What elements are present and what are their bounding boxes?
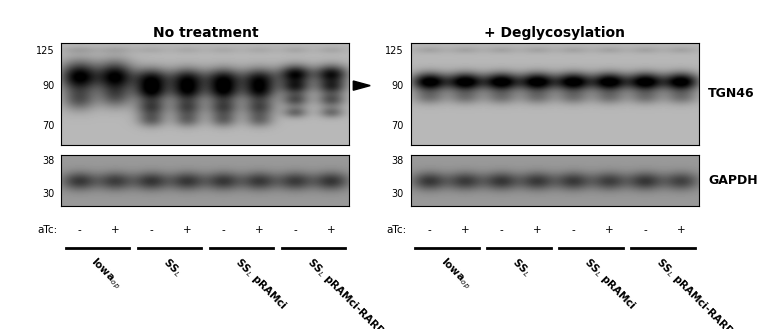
Text: 38: 38 bbox=[392, 156, 404, 166]
Text: 30: 30 bbox=[42, 190, 55, 199]
Text: +: + bbox=[111, 225, 120, 235]
Text: SS$_L$: SS$_L$ bbox=[160, 255, 184, 279]
Text: Iowa$_{op}$: Iowa$_{op}$ bbox=[88, 255, 124, 292]
Text: 125: 125 bbox=[35, 46, 55, 56]
Text: -: - bbox=[499, 225, 503, 235]
Text: TGN46: TGN46 bbox=[708, 87, 755, 100]
Text: +: + bbox=[327, 225, 336, 235]
Text: SS$_L$ pRAMci: SS$_L$ pRAMci bbox=[231, 255, 290, 313]
Text: +: + bbox=[255, 225, 263, 235]
Text: 38: 38 bbox=[42, 156, 55, 166]
Text: -: - bbox=[150, 225, 154, 235]
Text: Iowa$_{op}$: Iowa$_{op}$ bbox=[437, 255, 474, 292]
Title: + Deglycosylation: + Deglycosylation bbox=[485, 26, 625, 40]
Text: SS$_L$ pRAMci: SS$_L$ pRAMci bbox=[581, 255, 639, 313]
Text: +: + bbox=[532, 225, 541, 235]
Text: +: + bbox=[604, 225, 613, 235]
Text: aTc:: aTc: bbox=[387, 225, 407, 235]
Text: +: + bbox=[677, 225, 685, 235]
Text: SS$_L$ pRAMci-RARP2: SS$_L$ pRAMci-RARP2 bbox=[303, 255, 392, 329]
Text: 125: 125 bbox=[385, 46, 404, 56]
Text: -: - bbox=[427, 225, 431, 235]
Text: 90: 90 bbox=[42, 81, 55, 90]
Text: SS$_L$ pRAMci-RARP2: SS$_L$ pRAMci-RARP2 bbox=[653, 255, 741, 329]
Text: SS$_L$: SS$_L$ bbox=[509, 255, 534, 279]
Text: -: - bbox=[221, 225, 225, 235]
Text: 90: 90 bbox=[392, 81, 404, 90]
Text: 70: 70 bbox=[42, 121, 55, 131]
Text: +: + bbox=[183, 225, 192, 235]
Text: 70: 70 bbox=[392, 121, 404, 131]
Text: +: + bbox=[461, 225, 469, 235]
Text: aTc:: aTc: bbox=[38, 225, 58, 235]
Title: No treatment: No treatment bbox=[153, 26, 258, 40]
Text: -: - bbox=[78, 225, 81, 235]
Text: -: - bbox=[643, 225, 647, 235]
Text: -: - bbox=[571, 225, 574, 235]
Text: -: - bbox=[293, 225, 297, 235]
Text: 30: 30 bbox=[392, 190, 404, 199]
Text: GAPDH: GAPDH bbox=[708, 174, 758, 187]
